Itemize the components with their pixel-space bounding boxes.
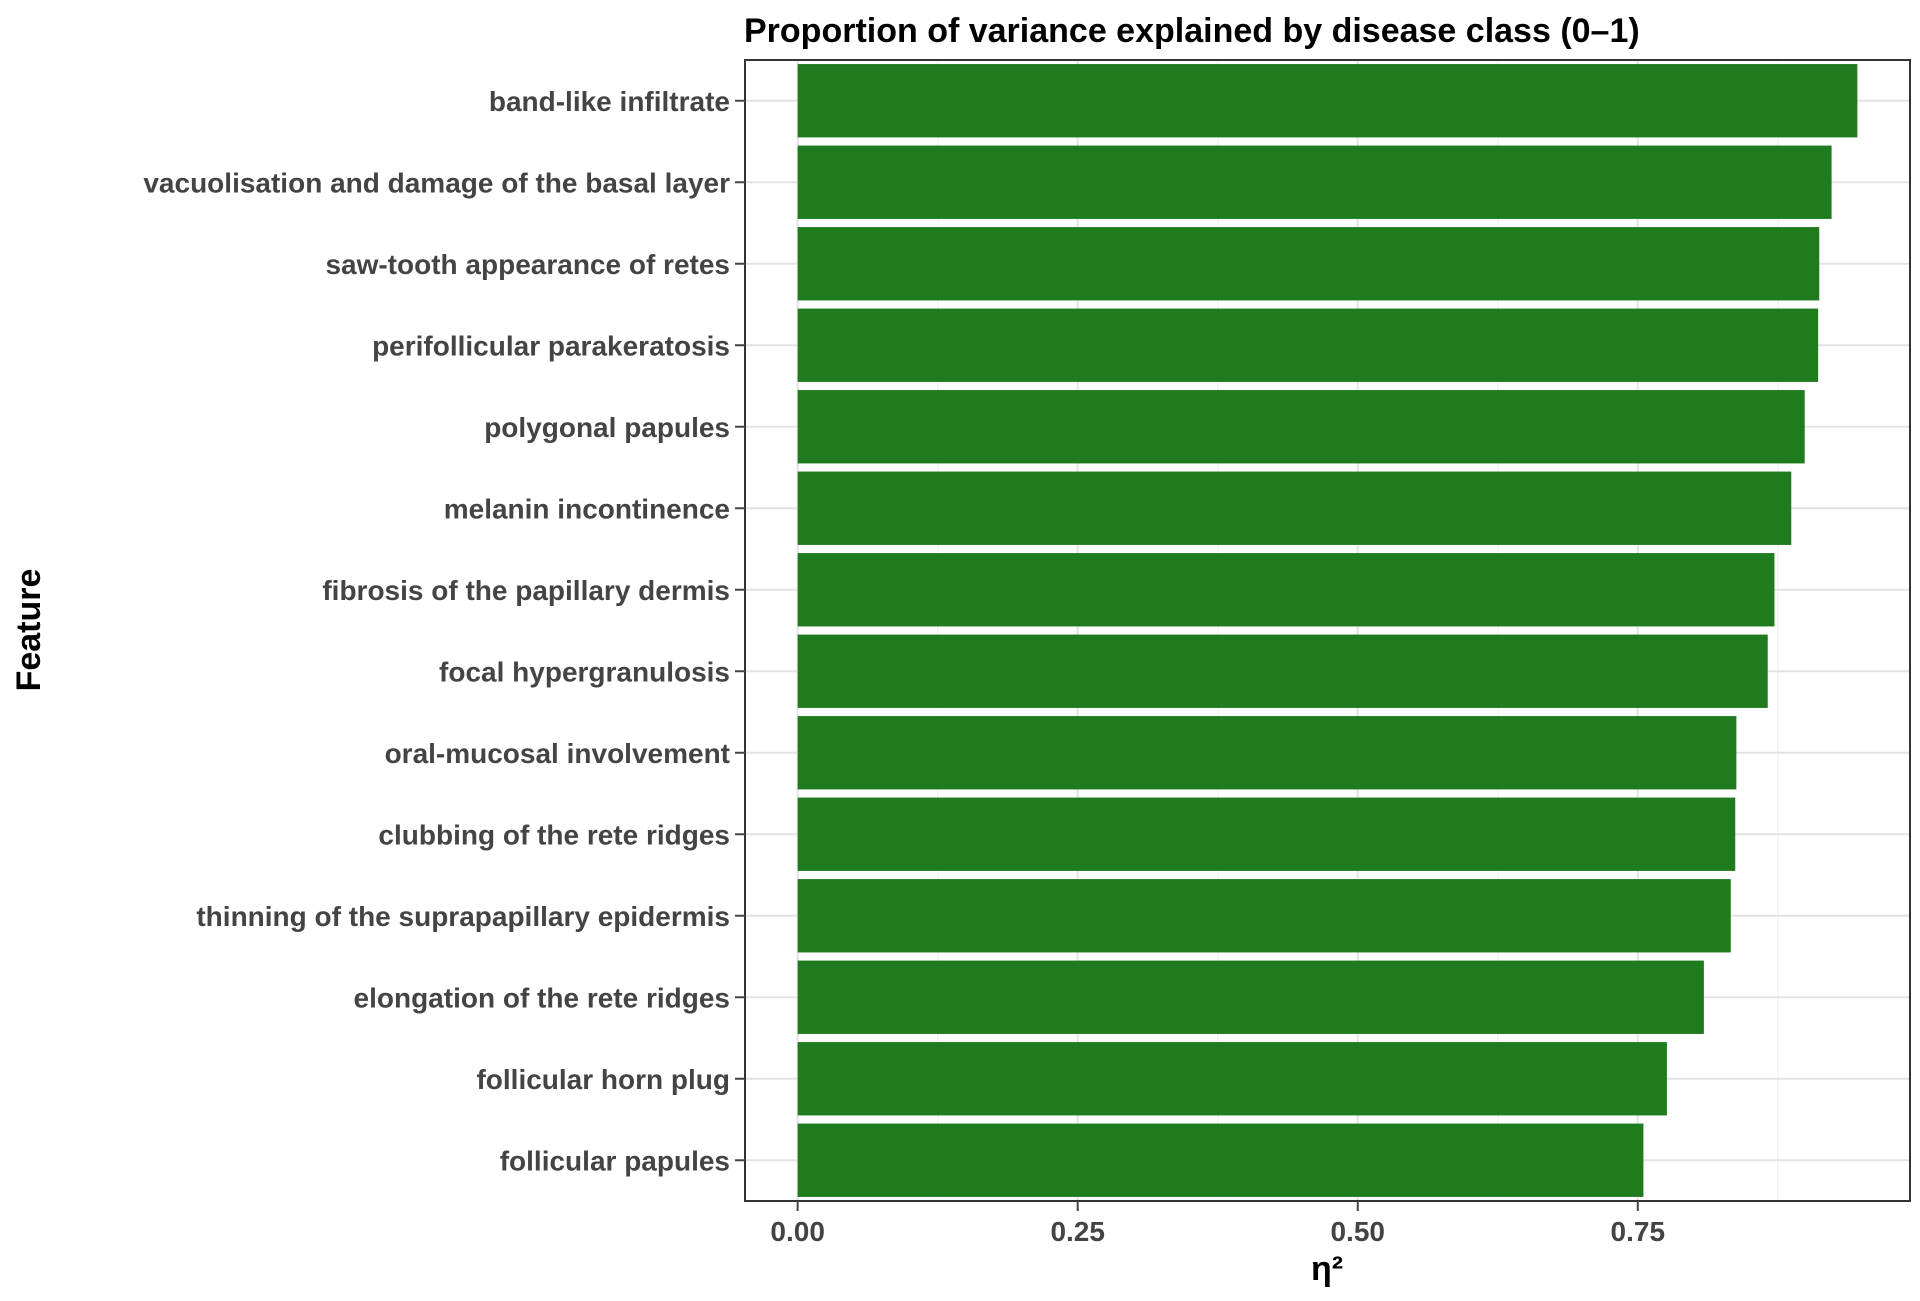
y-tick-label: oral-mucosal involvement [385, 738, 730, 769]
bar [797, 1123, 1644, 1197]
bar [797, 716, 1737, 790]
bar [797, 634, 1768, 708]
bar [797, 64, 1858, 138]
bar [797, 960, 1704, 1034]
x-tick-label: 0.75 [1611, 1216, 1666, 1247]
y-axis: band-like infiltrate vacuolisation and da… [143, 86, 745, 1176]
y-tick-label: focal hypergranulosis [439, 656, 730, 687]
x-axis: 0.00 0.25 0.50 0.75 [770, 1201, 1665, 1247]
x-tick-label: 0.00 [770, 1216, 825, 1247]
plot-panel-border [744, 59, 1911, 1202]
y-tick-label: clubbing of the rete ridges [378, 819, 730, 850]
y-tick-label: follicular horn plug [476, 1064, 730, 1095]
y-tick-label: fibrosis of the papillary dermis [322, 575, 730, 606]
bar [797, 390, 1805, 464]
y-tick-label: follicular papules [500, 1145, 730, 1176]
bar [797, 471, 1792, 545]
y-tick-label: polygonal papules [484, 412, 730, 443]
y-tick-label: perifollicular parakeratosis [372, 330, 730, 361]
y-tick-label: band-like infiltrate [489, 86, 730, 117]
x-tick-label: 0.25 [1050, 1216, 1105, 1247]
y-tick-label: elongation of the rete ridges [354, 982, 730, 1013]
bar [797, 797, 1736, 871]
chart-title: Proportion of variance explained by dise… [744, 12, 1640, 50]
y-tick-label: saw-tooth appearance of retes [325, 249, 730, 280]
bar [797, 1042, 1667, 1116]
y-tick-label: vacuolisation and damage of the basal la… [143, 167, 730, 198]
y-tick-label: melanin incontinence [444, 493, 730, 524]
bar [797, 308, 1819, 382]
x-axis-label: η² [1311, 1250, 1343, 1288]
y-tick-label: thinning of the suprapapillary epidermis [196, 901, 730, 932]
bar [797, 879, 1731, 953]
bar [797, 553, 1775, 627]
x-tick-label: 0.50 [1330, 1216, 1385, 1247]
bars [797, 64, 1858, 1197]
y-axis-label: Feature [10, 569, 48, 692]
bar [797, 227, 1820, 301]
bar [797, 145, 1832, 219]
